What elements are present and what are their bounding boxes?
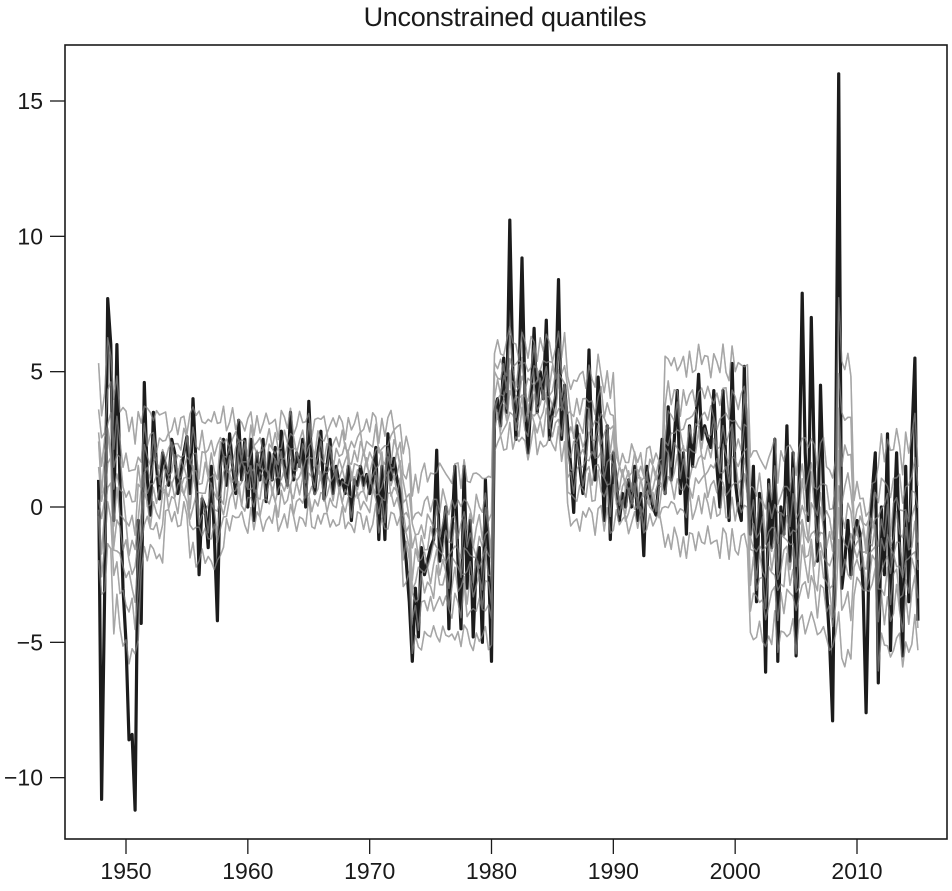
y-axis: 15 10 5 0 −5 −10 <box>4 88 65 791</box>
y-tick-label: 0 <box>30 494 43 520</box>
x-axis: 1950 1960 1970 1980 1990 2000 2010 <box>100 839 883 884</box>
x-tick-label: 1960 <box>222 858 273 884</box>
x-tick-label: 1990 <box>588 858 639 884</box>
x-tick-label: 2010 <box>831 858 882 884</box>
actual-series-line <box>97 72 920 812</box>
quantile-lines-overlay <box>97 296 919 672</box>
quantile-line <box>97 357 919 552</box>
plot-frame <box>64 44 948 840</box>
y-tick-label: −5 <box>17 629 43 655</box>
x-tick-label: 1980 <box>466 858 517 884</box>
quantile-line <box>97 335 919 527</box>
quantile-line <box>97 296 919 517</box>
y-tick-label: −10 <box>4 765 43 791</box>
quantile-line <box>97 389 919 618</box>
quantile-line <box>97 406 919 633</box>
x-tick-label: 1950 <box>100 858 151 884</box>
x-tick-label: 1970 <box>344 858 395 884</box>
actual-line <box>97 72 920 812</box>
y-tick-label: 5 <box>30 359 43 385</box>
x-tick-label: 2000 <box>710 858 761 884</box>
y-tick-label: 10 <box>17 223 43 249</box>
chart-title: Unconstrained quantiles <box>363 2 647 32</box>
quantile-line <box>97 421 919 672</box>
y-tick-label: 15 <box>17 88 43 114</box>
